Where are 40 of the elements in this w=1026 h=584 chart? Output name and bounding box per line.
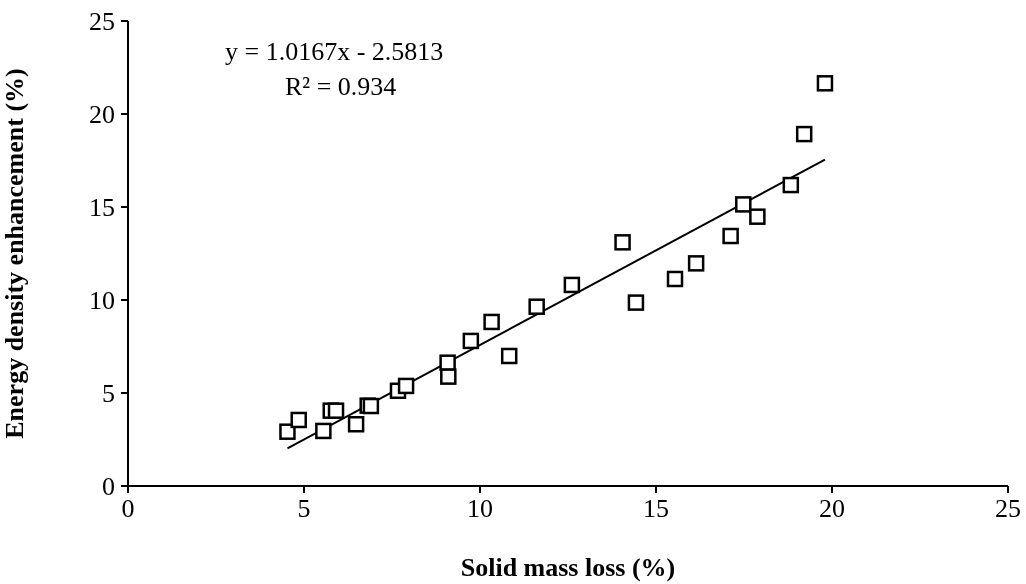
- point: [439, 354, 456, 371]
- point: [614, 234, 631, 251]
- y-tick-label: 25: [89, 7, 115, 37]
- x-tick-label: 10: [467, 494, 493, 524]
- point: [315, 422, 332, 440]
- point: [483, 313, 500, 331]
- x-axis-title: Solid mass loss (%): [460, 553, 676, 582]
- point: [440, 368, 457, 385]
- x-tick-label: 0: [121, 494, 135, 524]
- y-tick-label: 5: [102, 379, 115, 409]
- point: [462, 332, 480, 350]
- y-tick-label: 10: [89, 286, 115, 316]
- point: [397, 377, 415, 395]
- x-tick-label: 5: [297, 494, 311, 524]
- point: [749, 208, 766, 225]
- y-tick-label: 0: [102, 472, 115, 502]
- point: [528, 298, 545, 315]
- point: [735, 196, 752, 213]
- point: [782, 176, 800, 194]
- point: [500, 347, 518, 365]
- x-tick-label: 25: [995, 494, 1021, 524]
- annotation: y = 1.0167x - 2.5813: [225, 37, 444, 66]
- y-axis-title: Energy density enhancement (%): [0, 68, 30, 439]
- x-tick-label: 15: [643, 494, 669, 524]
- point: [279, 423, 296, 440]
- point: [362, 397, 380, 415]
- y-tick-label: 20: [89, 100, 115, 130]
- point: [816, 75, 834, 92]
- point: [627, 294, 645, 311]
- annotation: R² = 0.934: [285, 72, 397, 101]
- point: [687, 255, 705, 272]
- y-tick-label: 15: [89, 193, 115, 223]
- point: [327, 402, 345, 419]
- point: [722, 227, 739, 245]
- point: [563, 276, 581, 294]
- point: [795, 125, 813, 143]
- x-tick-label: 20: [819, 494, 845, 524]
- point: [666, 270, 684, 288]
- point: [290, 411, 307, 429]
- point: [347, 416, 365, 433]
